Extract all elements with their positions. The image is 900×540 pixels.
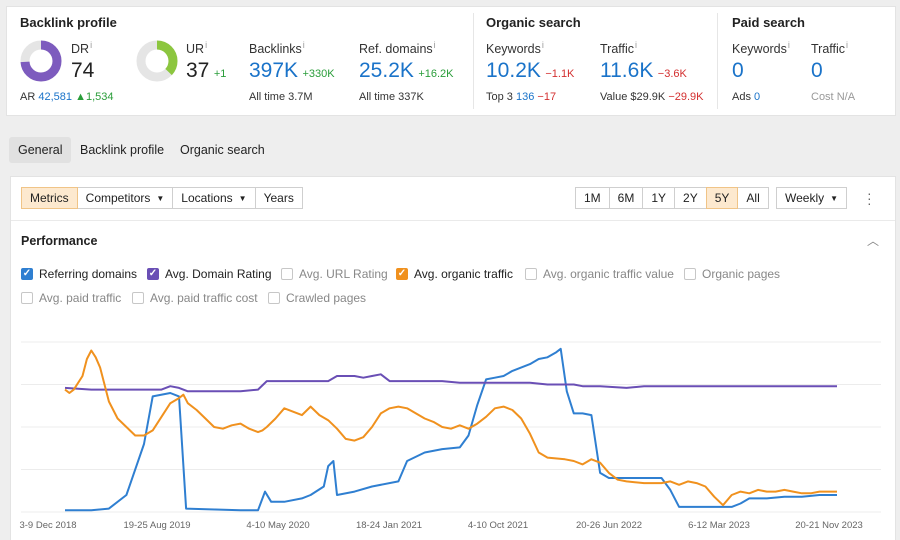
backlinks-label: Backlinksi: [249, 40, 305, 57]
range-all-button[interactable]: All: [737, 187, 769, 209]
checkbox-icon: [147, 268, 159, 280]
organic-traffic-label: Traffici: [600, 40, 638, 57]
x-tick-label: 20-26 Jun 2022: [576, 520, 642, 531]
dr-donut-chart: [20, 40, 62, 82]
ref-domains-value-row[interactable]: 25.2K +16.2K: [359, 59, 454, 82]
checkbox-icon: [396, 268, 408, 280]
paid-traffic-label: Traffici: [811, 40, 849, 57]
ref-domains-label: Ref. domainsi: [359, 40, 436, 57]
organic-keywords-label: Keywordsi: [486, 40, 544, 57]
x-tick-label: 6-12 Mar 2023: [688, 520, 750, 531]
series-line-referring-domains: [65, 347, 837, 512]
organic-search-title: Organic search: [486, 15, 581, 30]
series-line-avg-organic-traffic: [64, 349, 837, 507]
checkbox-avg-paid-traffic-cost[interactable]: Avg. paid traffic cost: [132, 290, 258, 306]
ar-row: AR 42,581 ▲1,534: [20, 91, 114, 103]
organic-traffic-value-row[interactable]: 11.6K −3.6K: [600, 59, 687, 82]
ur-value-row: 37 +1: [186, 59, 227, 82]
checkbox-icon: [684, 268, 696, 280]
performance-chart[interactable]: 3-9 Dec 2018 19-25 Aug 2019 4-10 May 2020 1…: [11, 177, 897, 540]
performance-panel: Metrics Competitors ▼ Locations ▼ Years 1M…: [10, 176, 896, 540]
paid-keywords-label: Keywordsi: [732, 40, 790, 57]
checkbox-icon: [268, 292, 280, 304]
range-1m-button[interactable]: 1M: [575, 187, 610, 209]
divider: [473, 13, 474, 109]
paid-keywords-value[interactable]: 0: [732, 59, 744, 82]
checkbox-icon: [21, 292, 33, 304]
range-toolbar: 1M 6M 1Y 2Y 5Y All: [575, 187, 769, 209]
organic-keywords-value-row[interactable]: 10.2K −1.1K: [486, 59, 575, 82]
toolbar-divider: [11, 220, 895, 221]
traffic-value-row: Value $29.9K −29.9K: [600, 91, 704, 103]
tab-backlink-profile[interactable]: Backlink profile: [80, 143, 165, 157]
checkbox-organic-pages[interactable]: Organic pages: [684, 266, 780, 282]
metrics-button[interactable]: Metrics: [21, 187, 78, 209]
checkbox-avg-organic-traffic-value[interactable]: Avg. organic traffic value: [525, 266, 674, 282]
chevron-down-icon: ▼: [238, 194, 247, 203]
locations-dropdown[interactable]: Locations ▼: [172, 187, 256, 209]
checkbox-crawled-pages[interactable]: Crawled pages: [268, 290, 366, 306]
ref-domains-alltime: All time 337K: [359, 91, 424, 103]
x-tick-label: 4-10 Oct 2021: [468, 520, 528, 531]
ur-donut-chart: [136, 40, 178, 82]
backlinks-value-row[interactable]: 397K +330K: [249, 59, 335, 82]
x-tick-label: 20-21 Nov 2023: [795, 520, 863, 531]
series-line-avg-domain-rating: [64, 373, 837, 393]
tab-organic-search[interactable]: Organic search: [180, 143, 265, 157]
interval-dropdown[interactable]: Weekly ▼: [776, 187, 848, 209]
paid-search-title: Paid search: [732, 15, 805, 30]
checkbox-referring-domains[interactable]: Referring domains: [21, 266, 137, 282]
checkbox-icon: [21, 268, 33, 280]
range-5y-button[interactable]: 5Y: [705, 187, 739, 209]
x-tick-label: 19-25 Aug 2019: [123, 520, 190, 531]
divider: [717, 13, 718, 109]
checkbox-avg-url-rating[interactable]: Avg. URL Rating: [281, 266, 388, 282]
top3-row: Top 3 136 −17: [486, 91, 557, 103]
performance-title: Performance: [21, 234, 98, 248]
metrics-toolbar: Metrics Competitors ▼ Locations ▼ Years: [21, 187, 303, 209]
paid-traffic-value[interactable]: 0: [811, 59, 823, 82]
backlinks-alltime: All time 3.7M: [249, 91, 313, 103]
dr-value: 74: [71, 59, 95, 82]
more-options-icon[interactable]: · · ·: [867, 185, 872, 211]
ur-label: URi: [186, 40, 208, 57]
ar-value[interactable]: 42,581: [38, 91, 72, 103]
interval-toolbar: Weekly ▼: [776, 187, 848, 209]
checkbox-icon: [281, 268, 293, 280]
checkbox-avg-paid-traffic[interactable]: Avg. paid traffic: [21, 290, 121, 306]
ads-row: Ads 0: [732, 91, 761, 103]
checkbox-icon: [132, 292, 144, 304]
chevron-down-icon: ▼: [156, 194, 165, 203]
range-2y-button[interactable]: 2Y: [674, 187, 707, 209]
checkbox-avg-organic-traffic[interactable]: Avg. organic traffic: [396, 266, 513, 282]
dr-label: DRi: [71, 40, 93, 57]
checkbox-avg-domain-rating[interactable]: Avg. Domain Rating: [147, 266, 272, 282]
x-tick-label: 18-24 Jan 2021: [356, 520, 422, 531]
range-1y-button[interactable]: 1Y: [642, 187, 676, 209]
chevron-down-icon: ▼: [830, 194, 839, 203]
backlink-profile-title: Backlink profile: [20, 15, 117, 30]
checkbox-icon: [525, 268, 537, 280]
tab-general[interactable]: General: [9, 137, 72, 163]
x-tick-label: 3-9 Dec 2018: [19, 520, 76, 531]
cost-row: Cost N/A: [811, 91, 856, 103]
summary-panel: Backlink profile DRi 74 AR 42,581 ▲1,534…: [6, 6, 896, 116]
x-tick-label: 4-10 May 2020: [246, 520, 309, 531]
chevron-up-icon[interactable]: ︿: [866, 234, 879, 248]
years-button[interactable]: Years: [254, 187, 303, 209]
